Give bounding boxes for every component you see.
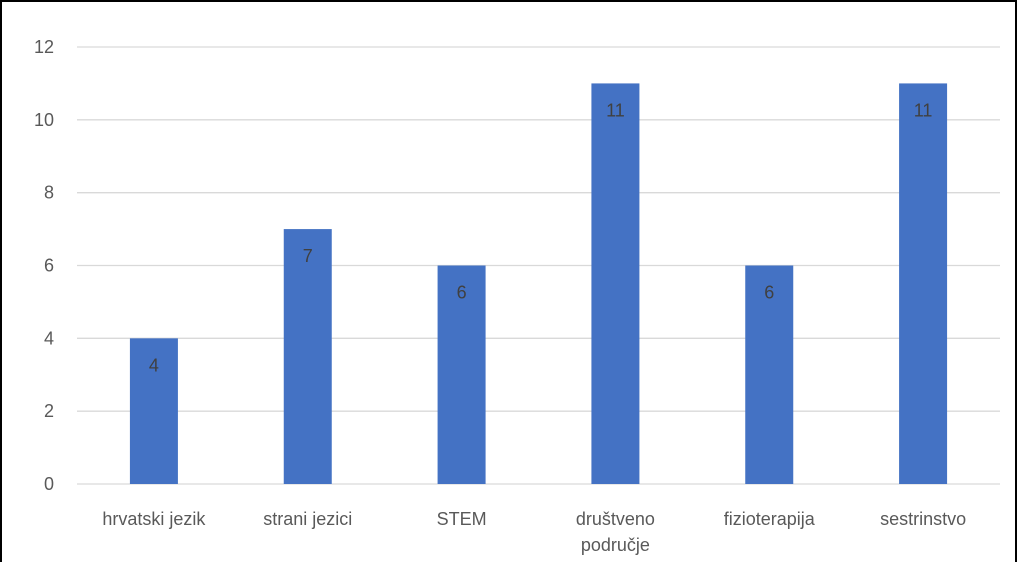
category-label-line: društveno [576,509,655,529]
category-label-line: strani jezici [263,509,352,529]
category-label-line: područje [581,535,650,555]
data-label: 11 [914,100,933,120]
bar [437,265,486,484]
category-label: strani jezici [263,509,352,529]
x-axis-categories: hrvatski jezik strani jezici STEM društveno… [102,509,966,555]
category-label-line: hrvatski jezik [102,509,206,529]
y-tick-label: 0 [44,474,54,494]
y-axis-ticks: 0 2 4 6 8 10 12 [34,37,54,494]
category-label-line: STEM [437,509,487,529]
y-tick-label: 2 [44,401,54,421]
y-tick-label: 8 [44,183,54,203]
data-label: 4 [149,355,159,375]
category-label: društveno područje [576,509,655,555]
category-label: fizioterapija [724,509,816,529]
bar [129,338,178,484]
bars [129,83,948,485]
bar [745,265,794,484]
category-label: sestrinstvo [880,509,966,529]
category-label-line: fizioterapija [724,509,816,529]
y-tick-label: 4 [44,328,54,348]
data-label: 6 [764,283,774,303]
y-tick-label: 6 [44,256,54,276]
category-label-line: sestrinstvo [880,509,966,529]
data-label: 6 [457,283,467,303]
data-label: 7 [303,246,313,266]
y-tick-label: 10 [34,110,54,130]
data-labels: 4 7 6 11 6 11 [149,100,933,375]
bar [283,229,332,484]
y-tick-label: 12 [34,37,54,57]
data-label: 11 [606,100,625,120]
bar [591,83,640,485]
gridlines [77,46,1000,485]
bar [899,83,948,485]
category-label: STEM [437,509,487,529]
category-label: hrvatski jezik [102,509,206,529]
